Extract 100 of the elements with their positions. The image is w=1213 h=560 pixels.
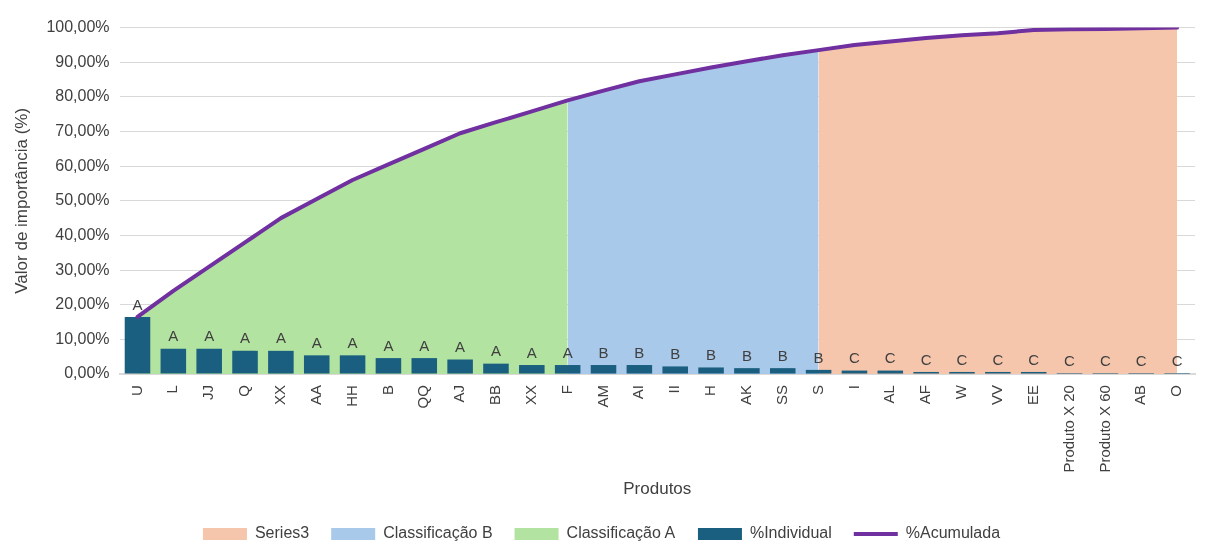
y-tick-label: 50,00% xyxy=(55,191,110,209)
bar xyxy=(232,350,258,374)
x-tick-label: AF xyxy=(916,385,934,405)
y-tick-label: 90,00% xyxy=(55,52,110,70)
legend-label: Classificação B xyxy=(383,524,493,542)
y-tick-label: 20,00% xyxy=(55,295,110,313)
bar xyxy=(483,363,509,374)
bar xyxy=(196,348,222,374)
data-label: A xyxy=(562,343,573,361)
data-label: C xyxy=(1135,351,1147,369)
legend-label: %Acumulada xyxy=(905,524,1001,542)
data-label: B xyxy=(598,343,609,361)
x-tick-label: AB xyxy=(1131,385,1149,406)
bar xyxy=(841,370,868,374)
y-tick-label: 100,00% xyxy=(46,18,110,36)
bar xyxy=(662,366,688,374)
x-tick-label: L xyxy=(163,385,181,394)
bar xyxy=(124,316,151,374)
bar xyxy=(268,350,294,374)
data-label: C xyxy=(884,349,896,367)
x-tick-label: II xyxy=(665,385,683,394)
y-tick-label: 70,00% xyxy=(55,121,110,139)
x-tick-label: O xyxy=(1167,385,1185,397)
bar xyxy=(590,365,617,374)
y-tick-label: 30,00% xyxy=(55,260,110,278)
data-label: A xyxy=(383,336,394,354)
data-label: A xyxy=(419,336,430,354)
data-label: B xyxy=(741,346,752,364)
y-tick-label: 40,00% xyxy=(55,225,110,243)
data-label: B xyxy=(634,343,645,361)
data-label: C xyxy=(992,350,1004,368)
data-label: A xyxy=(275,329,286,347)
bar xyxy=(303,355,330,374)
x-tick-label: H xyxy=(701,385,719,396)
bar xyxy=(375,358,402,374)
x-tick-label: HH xyxy=(342,385,360,407)
x-tick-label: AA xyxy=(306,385,324,406)
x-tick-label: F xyxy=(557,385,575,395)
bar xyxy=(339,355,366,374)
data-label: A xyxy=(526,343,537,361)
y-axis-title: Valor de importância (%) xyxy=(11,107,31,294)
bar xyxy=(519,365,545,374)
x-tick-label: BB xyxy=(486,385,504,406)
bar xyxy=(698,367,724,374)
bar xyxy=(554,365,581,374)
x-tick-label: AL xyxy=(880,385,898,404)
x-tick-label: EE xyxy=(1023,385,1041,406)
data-label: C xyxy=(849,349,861,367)
data-label: C xyxy=(1171,351,1183,369)
y-tick-label: 60,00% xyxy=(55,156,110,174)
bar xyxy=(447,359,473,374)
x-tick-label: XX xyxy=(271,385,289,406)
data-label: C xyxy=(1064,351,1076,369)
x-tick-label: SS xyxy=(772,385,790,406)
data-label: B xyxy=(706,346,717,364)
data-label: A xyxy=(132,295,143,313)
x-tick-label: Produto X 20 xyxy=(1059,385,1077,473)
bar xyxy=(626,365,653,374)
y-tick-label: 0,00% xyxy=(64,364,110,382)
bar xyxy=(769,368,796,374)
data-label: A xyxy=(204,327,215,345)
x-axis-title: Produtos xyxy=(623,479,692,499)
data-label: B xyxy=(670,345,681,363)
y-tick-label: 10,00% xyxy=(55,329,110,347)
data-label: A xyxy=(455,338,466,356)
data-label: A xyxy=(347,333,358,351)
x-tick-label: W xyxy=(952,384,970,400)
x-tick-label: XX xyxy=(521,385,539,406)
x-tick-label: AJ xyxy=(450,385,468,403)
x-tick-label: QQ xyxy=(414,385,432,409)
data-label: A xyxy=(240,329,251,347)
x-tick-label: AM xyxy=(593,385,611,408)
legend-label: %Individual xyxy=(749,524,832,542)
x-tick-label: B xyxy=(378,385,396,396)
x-tick-label: AK xyxy=(737,385,755,406)
data-label: C xyxy=(1028,350,1040,368)
x-tick-label: Q xyxy=(235,385,253,397)
bar xyxy=(160,348,187,374)
bar xyxy=(734,368,760,374)
x-tick-label: AI xyxy=(629,385,647,400)
x-tick-label: VV xyxy=(987,385,1005,406)
x-tick-label: S xyxy=(808,385,826,396)
bar xyxy=(411,358,438,374)
data-label: A xyxy=(490,342,501,360)
x-tick-label: JJ xyxy=(199,385,217,401)
data-label: B xyxy=(813,348,824,366)
y-tick-label: 80,00% xyxy=(55,87,110,105)
data-label: C xyxy=(956,350,968,368)
bar xyxy=(877,370,904,374)
legend-label: Series3 xyxy=(254,524,310,542)
data-label: B xyxy=(777,346,788,364)
bar xyxy=(805,369,832,374)
data-label: A xyxy=(168,327,179,345)
data-label: A xyxy=(311,333,322,351)
x-tick-label: U xyxy=(127,385,145,396)
data-label: C xyxy=(920,350,932,368)
x-tick-label: I xyxy=(844,385,862,390)
legend-label: Classificação A xyxy=(566,524,676,542)
data-label: C xyxy=(1099,351,1111,369)
x-tick-label: Produto X 60 xyxy=(1095,385,1113,473)
